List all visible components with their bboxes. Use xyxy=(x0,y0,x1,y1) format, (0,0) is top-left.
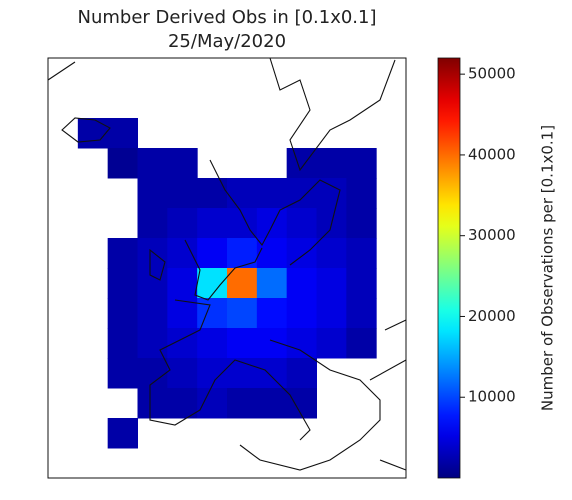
heatmap-cell xyxy=(256,208,288,239)
heatmap-cell xyxy=(167,328,198,359)
heatmap-cell xyxy=(346,208,377,239)
heatmap-cell xyxy=(167,388,198,419)
colorbar-tick-label: 40000 xyxy=(468,145,516,163)
heatmap-cell xyxy=(167,238,198,269)
heatmap-cell xyxy=(137,268,168,299)
heatmap-cell xyxy=(167,148,198,179)
colorbar-tick-label: 20000 xyxy=(468,307,516,325)
heatmap-cell xyxy=(256,178,288,209)
heatmap-cell xyxy=(227,388,258,419)
heatmap-cell xyxy=(137,388,168,419)
heatmap-cell xyxy=(316,148,347,179)
heatmap-cell xyxy=(137,178,168,209)
heatmap-cell xyxy=(316,298,347,329)
heatmap-cell xyxy=(197,208,228,239)
heatmap-cell xyxy=(286,178,317,209)
heatmap-cell xyxy=(316,178,347,209)
heatmap-cell xyxy=(316,238,347,269)
colorbar-label: Number of Observations per [0.1x0.1] xyxy=(539,125,557,411)
heatmap-cell xyxy=(227,298,258,329)
heatmap-cell xyxy=(197,388,228,419)
heatmap-cell xyxy=(256,238,288,269)
heatmap-cell xyxy=(137,358,168,389)
heatmap-cell xyxy=(286,208,317,239)
heatmap-cell xyxy=(137,328,168,359)
heatmap-cell xyxy=(227,238,258,269)
heatmap-cell xyxy=(346,328,377,359)
heatmap-cell xyxy=(167,178,198,209)
heatmap-cell xyxy=(167,298,198,329)
heatmap-cell xyxy=(137,148,168,179)
heatmap-cell xyxy=(137,298,168,329)
heatmap-cell xyxy=(346,268,377,299)
heatmap-cell xyxy=(286,298,317,329)
heatmap-cell xyxy=(256,388,288,419)
heatmap-cell xyxy=(107,298,138,329)
heatmap-cell xyxy=(197,178,228,209)
heatmap-cell xyxy=(107,268,138,299)
heatmap-cell xyxy=(107,238,138,269)
heatmap-cell xyxy=(286,388,317,419)
map-frame xyxy=(47,57,407,479)
colorbar-tick-label: 30000 xyxy=(468,226,516,244)
heatmap-cell xyxy=(167,268,198,299)
heatmap-cell xyxy=(346,178,377,209)
heatmap-cell xyxy=(197,238,228,269)
subtitle: 25/May/2020 xyxy=(168,31,286,52)
heatmap-cell xyxy=(346,298,377,329)
coastlines xyxy=(47,57,407,471)
heatmap-cell xyxy=(197,328,228,359)
heatmap-cell xyxy=(346,238,377,269)
heatmap-cell xyxy=(77,118,109,149)
heatmap-cell xyxy=(167,358,198,389)
heatmap-cell xyxy=(256,298,288,329)
heatmap-cell xyxy=(107,418,138,449)
heatmap-cell xyxy=(316,268,347,299)
heatmap-cell xyxy=(286,328,317,359)
heatmap-cell xyxy=(107,148,138,179)
heatmap-cell xyxy=(197,268,228,299)
heatmap-cell xyxy=(256,268,288,299)
colorbar-tick-label: 50000 xyxy=(468,65,516,83)
heatmap-cell xyxy=(286,148,317,179)
heatmap-cell xyxy=(316,328,347,359)
heatmap-cell xyxy=(137,238,168,269)
heatmap xyxy=(77,118,377,449)
colorbar-ticks: 10000 20000 30000 40000 50000 xyxy=(460,65,516,406)
heatmap-cell xyxy=(107,118,138,149)
heatmap-cell xyxy=(197,358,228,389)
heatmap-cell xyxy=(227,268,258,299)
heatmap-cell xyxy=(256,328,288,359)
title: Number Derived Obs in [0.1x0.1] xyxy=(77,7,376,28)
heatmap-cell xyxy=(227,328,258,359)
heatmap-cell xyxy=(256,358,288,389)
heatmap-cell xyxy=(286,358,317,389)
heatmap-cell xyxy=(197,298,228,329)
heatmap-cell xyxy=(346,148,377,179)
heatmap-cell xyxy=(107,328,138,359)
heatmap-cell xyxy=(167,208,198,239)
heatmap-cell xyxy=(107,358,138,389)
colorbar xyxy=(437,57,461,479)
colorbar-tick-label: 10000 xyxy=(468,388,516,406)
heatmap-cell xyxy=(227,178,258,209)
heatmap-cell xyxy=(286,268,317,299)
heatmap-cell xyxy=(137,208,168,239)
